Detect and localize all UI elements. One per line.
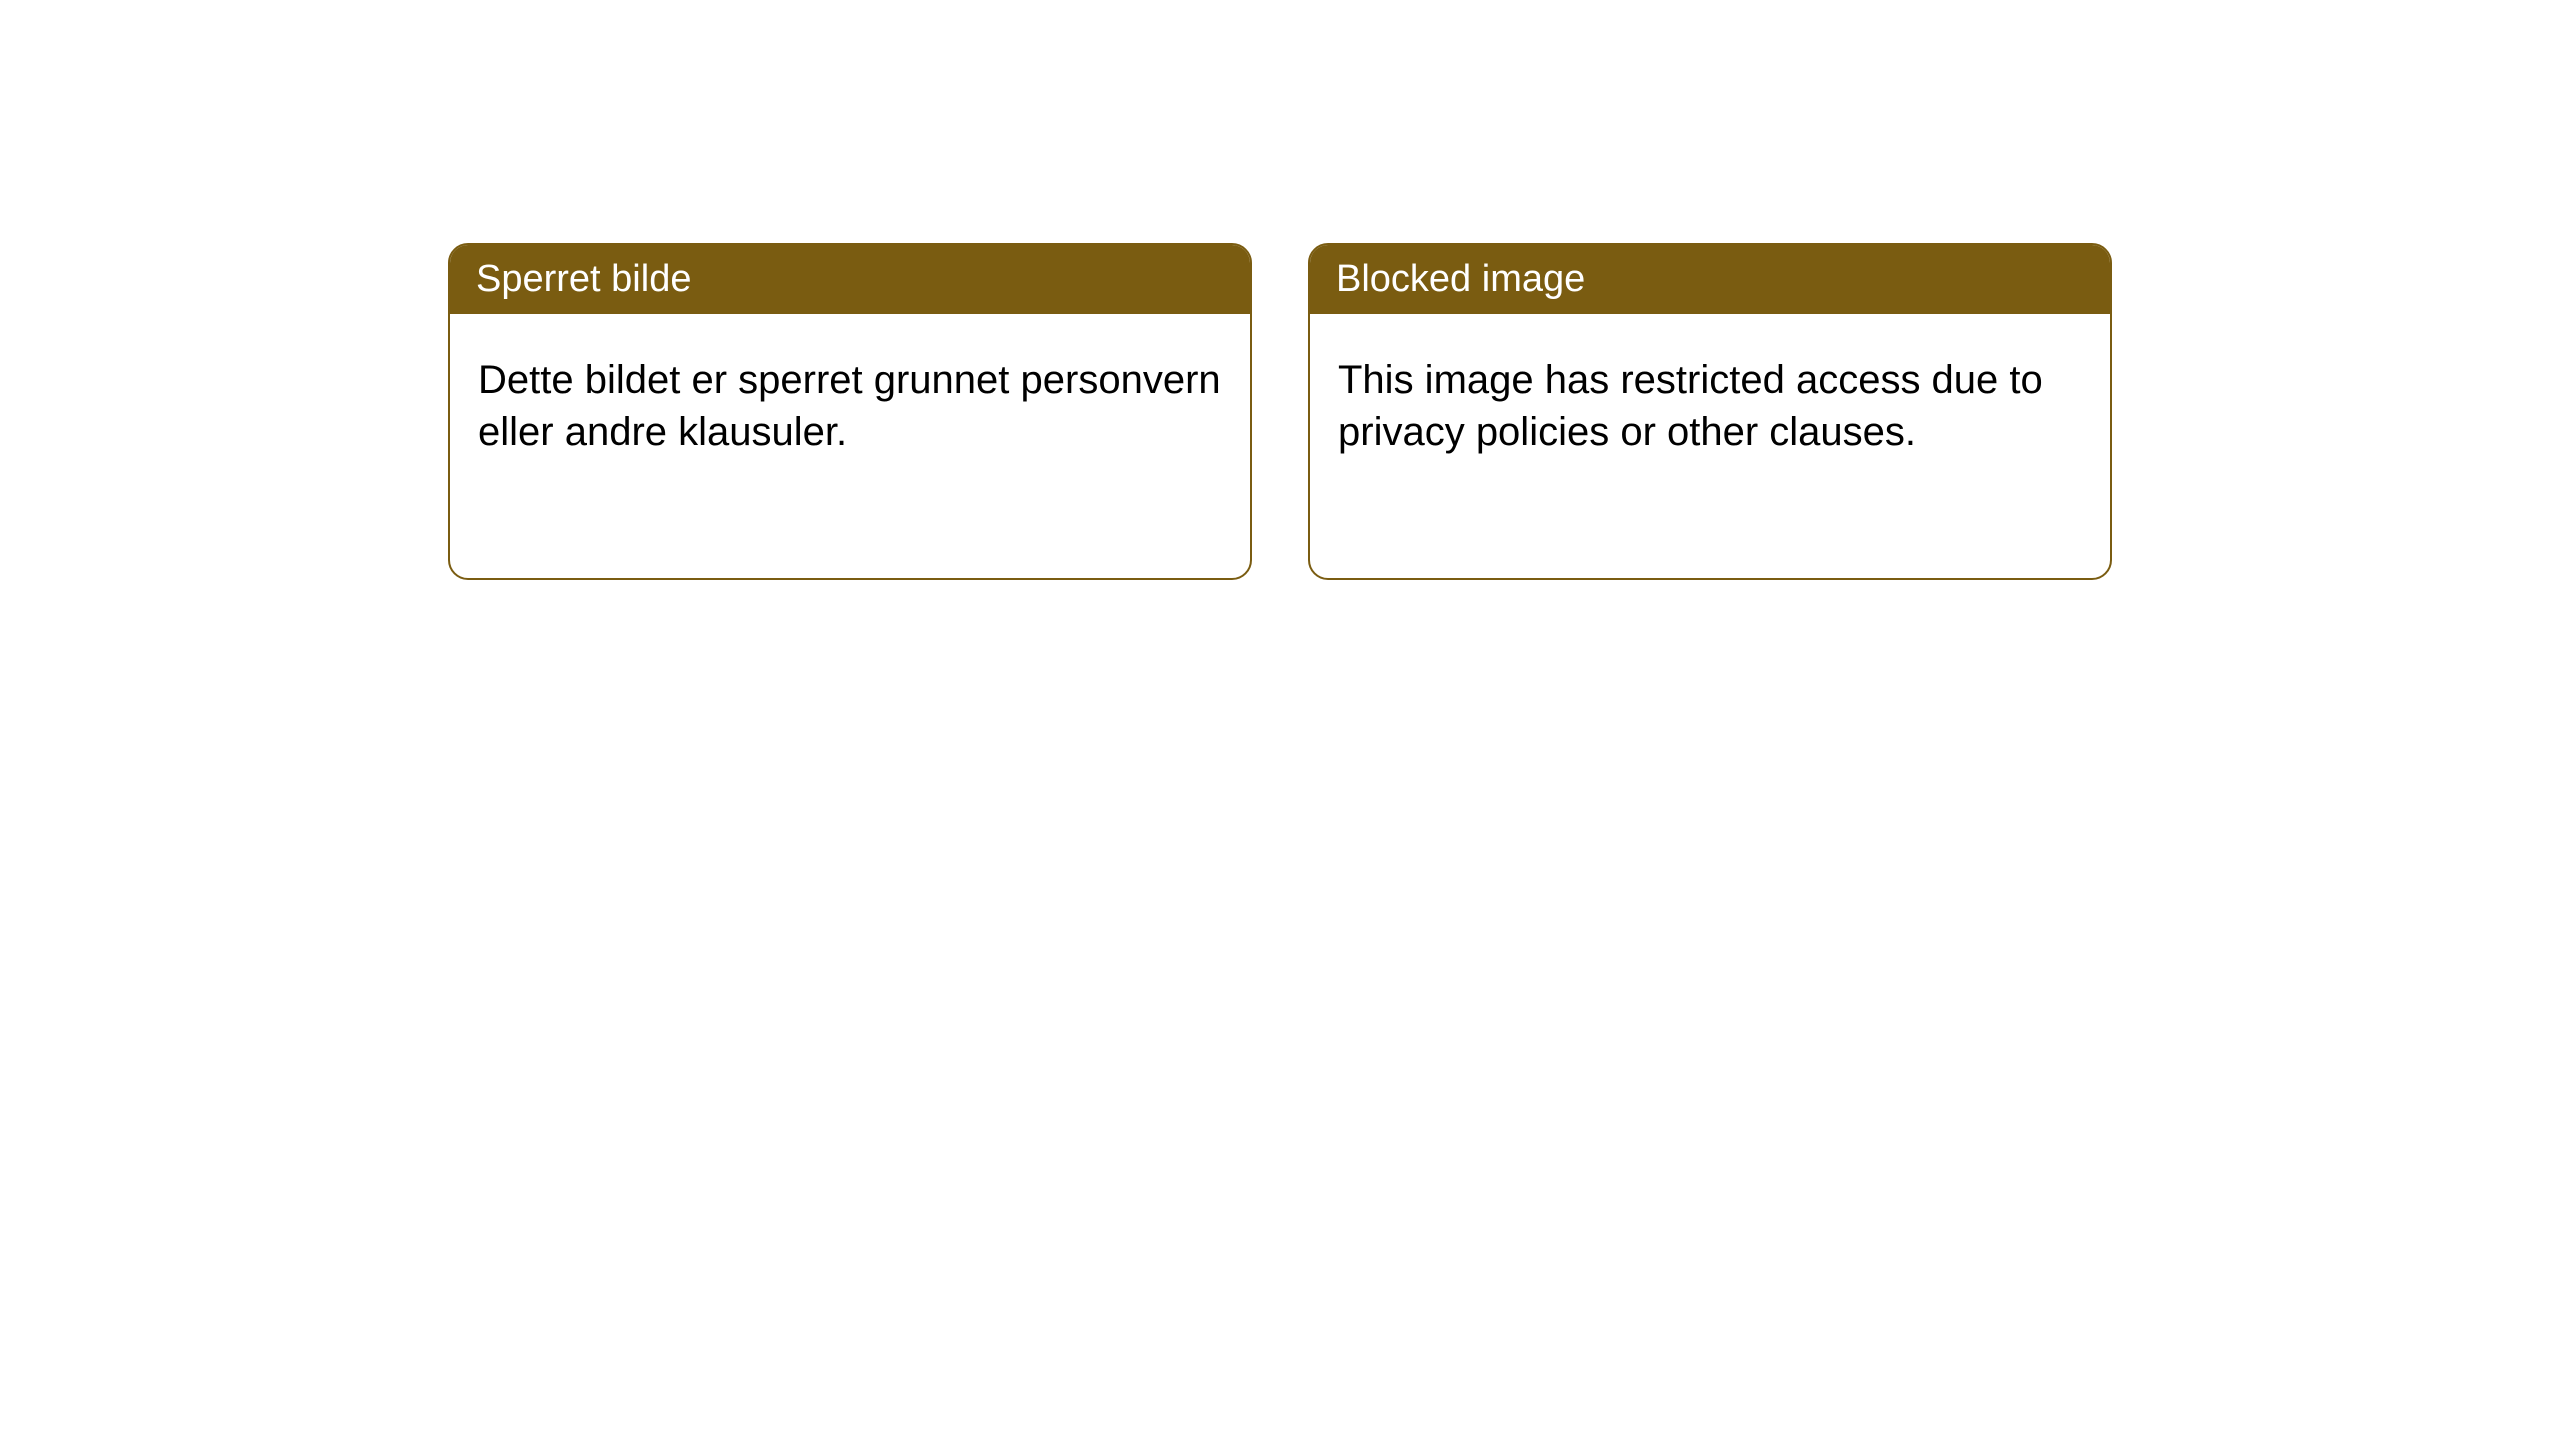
notice-container: Sperret bilde Dette bildet er sperret gr… (0, 0, 2560, 580)
notice-text: Dette bildet er sperret grunnet personve… (478, 358, 1221, 454)
notice-header: Blocked image (1310, 245, 2110, 314)
notice-body: This image has restricted access due to … (1310, 314, 2110, 498)
notice-text: This image has restricted access due to … (1338, 358, 2043, 454)
notice-header: Sperret bilde (450, 245, 1250, 314)
notice-title: Sperret bilde (476, 258, 691, 300)
notice-card-norwegian: Sperret bilde Dette bildet er sperret gr… (448, 243, 1252, 580)
notice-card-english: Blocked image This image has restricted … (1308, 243, 2112, 580)
notice-body: Dette bildet er sperret grunnet personve… (450, 314, 1250, 498)
notice-title: Blocked image (1336, 258, 1585, 300)
